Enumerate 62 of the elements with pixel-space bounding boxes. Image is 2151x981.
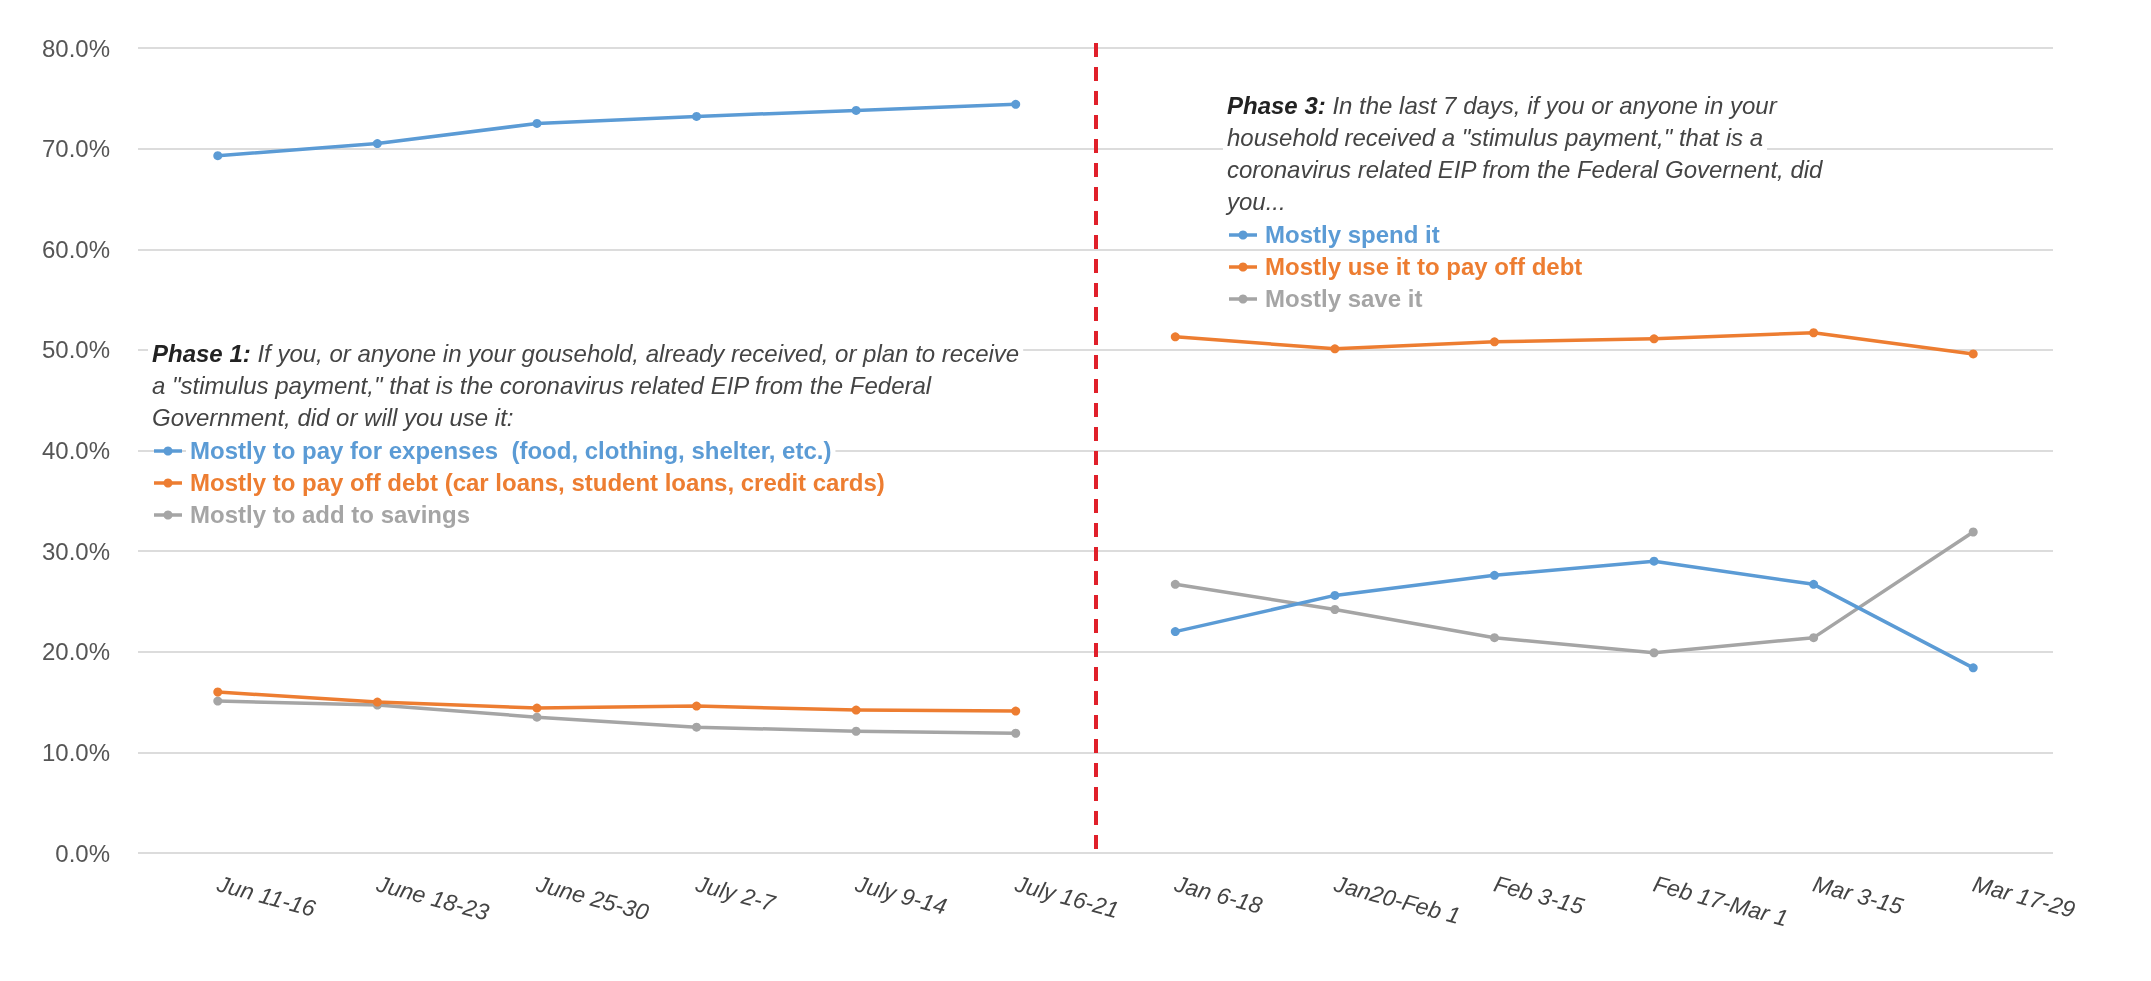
point [213,151,223,161]
point [1489,633,1499,643]
y-tick-label: 0.0% [55,839,110,867]
point [213,687,223,697]
point [692,701,702,711]
point [213,696,223,706]
y-tick-label: 40.0% [41,437,110,464]
point [1011,728,1021,738]
point [1809,633,1819,643]
point [1011,706,1021,716]
x-tick-label: June 18-23 [373,870,493,926]
y-tick-label: 60.0% [41,235,110,263]
point [1170,332,1180,342]
point [1649,648,1659,658]
y-tick-label: 50.0% [41,336,110,364]
x-tick-label: July 9-14 [851,870,950,920]
point [532,712,542,722]
point [851,726,861,736]
x-tick-label: Mar 17-29 [1969,870,2079,923]
point [1968,527,1978,537]
point [851,705,861,715]
x-tick-label: Jan 6-18 [1170,870,1266,919]
point [692,111,702,121]
legend-label: Mostly save it [1265,284,1423,312]
point [1649,334,1659,344]
point [532,703,542,713]
annotation: Phase 3: In the last 7 days, if you or anyone in your household received a "stimulus payment," that is a coronavirus related EIP from the Federal Governent, did you... [1225,91,1824,215]
y-tick-label: 30.0% [41,537,110,565]
x-tick-label: June 25-30 [532,870,652,926]
point [1170,579,1180,589]
x-tick-label: Jun 11-16 [213,870,319,922]
point [1809,328,1819,338]
point [1968,663,1978,673]
x-tick-label: Feb 3-15 [1491,870,1587,920]
point [1330,344,1340,354]
legend-label: Mostly to pay for expenses (food, clothing, shelter, etc.) [190,436,832,464]
y-tick-label: 20.0% [41,638,110,666]
point [851,105,861,115]
legend-label: Mostly to add to savings [190,500,471,528]
point [1809,579,1819,589]
point [1489,337,1499,347]
legend-label: Mostly use it to pay off debt [1265,252,1583,280]
x-tick-label: July 2-7 [692,870,779,917]
point [1330,590,1340,600]
point [372,139,382,149]
point [532,118,542,128]
point [1330,604,1340,614]
point [1170,627,1180,637]
point [1011,99,1021,109]
legend-label: Mostly to pay off debt (car loans, student loans, credit cards) [190,468,885,496]
annotation: Phase 1: If you, or anyone in your gousehold, already received, or plan to receive a "stimulus payment," that is the coronavirus related EIP from the Federal Government, did or will you use it: [152,339,1020,431]
x-tick-label: Mar 3-15 [1810,870,1907,920]
point [1489,570,1499,580]
x-tick-label: July 16-21 [1011,870,1122,924]
legend-label: Mostly spend it [1265,220,1440,248]
x-tick-label: Feb 17-Mar 1 [1650,870,1791,932]
y-tick-label: 70.0% [41,135,110,163]
point [1649,556,1659,566]
y-tick-label: 80.0% [41,34,110,62]
point [1968,349,1978,359]
point [692,722,702,732]
y-tick-label: 10.0% [41,738,110,766]
